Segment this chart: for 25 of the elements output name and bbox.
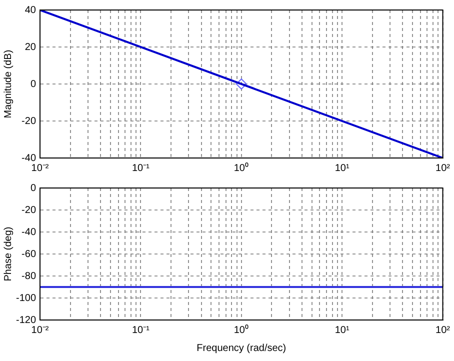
y-tick-label: 0 xyxy=(30,78,36,90)
x-tick-label: 10² xyxy=(436,324,451,336)
x-tick-label: 10¹ xyxy=(334,324,350,336)
x-tick-label: 10² xyxy=(436,162,451,174)
x-tick-label: 10⁻¹ xyxy=(132,324,150,336)
y-tick-label: 0 xyxy=(30,182,36,194)
x-tick-label: 10¹ xyxy=(334,162,350,174)
y-tick-label: 40 xyxy=(24,4,36,16)
y-tick-label: -120 xyxy=(16,314,36,326)
x-tick-label: 10⁰ xyxy=(234,324,249,336)
x-tick-label: 10⁻² xyxy=(31,162,50,174)
y-tick-label: -60 xyxy=(22,248,36,260)
x-tick-label: 10⁰ xyxy=(234,162,249,174)
y-tick-label: -20 xyxy=(22,204,36,216)
y-tick-label: -40 xyxy=(22,226,36,238)
y-tick-label: -40 xyxy=(22,152,36,164)
x-axis-title: Frequency (rad/sec) xyxy=(196,342,286,354)
x-tick-label: 10⁻¹ xyxy=(132,162,150,174)
y-tick-label: -20 xyxy=(22,116,36,127)
y-tick-label: -100 xyxy=(16,292,36,304)
y-tick-label: -80 xyxy=(22,270,36,282)
y-tick-label: 20 xyxy=(24,42,36,53)
y-axis-title: Phase (deg) xyxy=(2,226,14,282)
y-axis-title: Magnitude (dB) xyxy=(2,50,14,118)
x-tick-label: 10⁻² xyxy=(31,324,50,336)
